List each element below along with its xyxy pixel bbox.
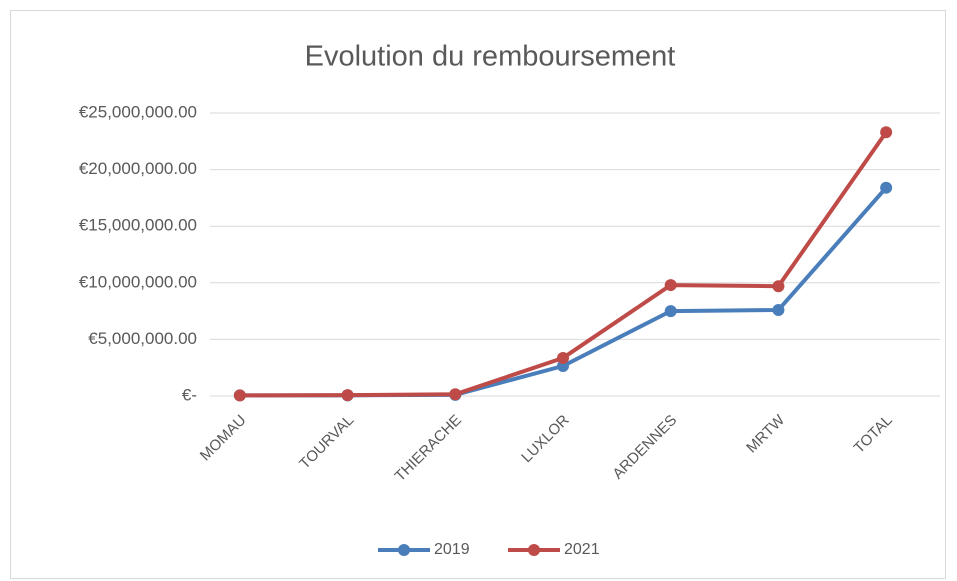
- point: [233, 389, 246, 402]
- legend-label: 2019: [434, 541, 470, 558]
- legend-marker: [528, 544, 540, 556]
- point: [664, 305, 677, 318]
- legend-marker: [398, 544, 410, 556]
- point: [880, 126, 893, 139]
- point: [772, 280, 785, 293]
- y-tick-label: €15,000,000.00: [79, 216, 197, 235]
- point: [449, 388, 462, 401]
- point: [880, 181, 893, 194]
- point: [772, 303, 785, 316]
- y-tick-label: €5,000,000.00: [88, 329, 197, 348]
- y-tick-label: €-: [182, 385, 197, 404]
- point: [557, 351, 569, 364]
- legend-label: 2021: [564, 541, 600, 558]
- point: [664, 279, 677, 292]
- y-tick-label: €20,000,000.00: [79, 159, 197, 178]
- chart-title: Evolution du remboursement: [305, 41, 676, 73]
- point: [341, 389, 354, 402]
- y-tick-label: €25,000,000.00: [79, 102, 197, 121]
- y-tick-label: €10,000,000.00: [79, 272, 197, 291]
- chart-border: [10, 10, 946, 579]
